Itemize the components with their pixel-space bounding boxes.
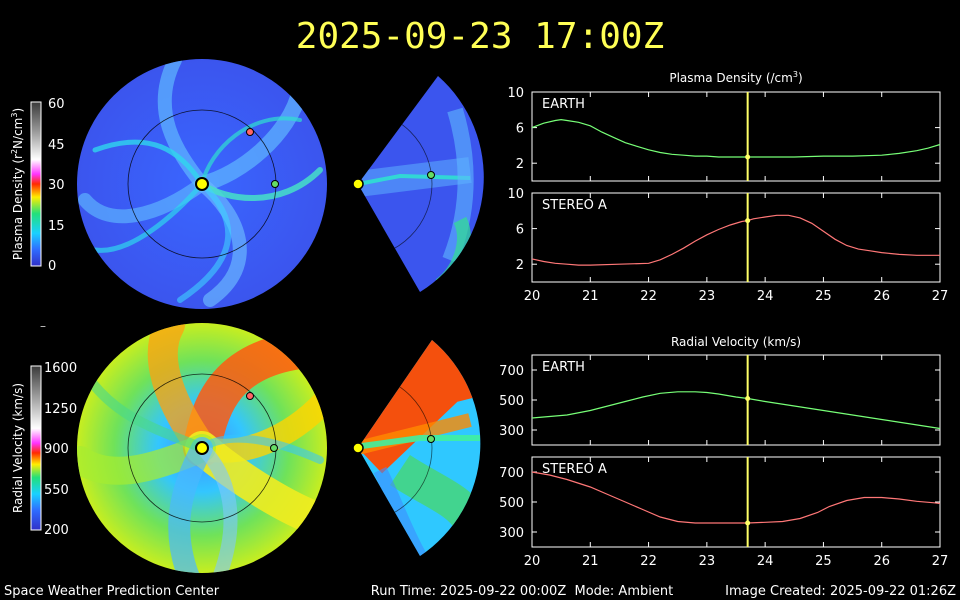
density-tick-30: 30: [48, 178, 65, 193]
current-value-dot: [745, 396, 751, 401]
x-tick-label: 24: [757, 554, 774, 569]
plot-frame: [531, 192, 941, 283]
x-tick-label: 21: [582, 289, 599, 304]
x-tick-label: 27: [932, 554, 949, 569]
x-tick-label: 26: [873, 289, 890, 304]
plot-panel-2: 300 500 700 EARTH: [499, 354, 941, 446]
sun-marker: [195, 177, 209, 191]
x-tick-label: 20: [524, 289, 541, 304]
sun-marker-velocity: [195, 441, 209, 455]
x-tick-label: 22: [640, 554, 657, 569]
earth-marker: [271, 180, 279, 188]
stereo-a-marker-velocity: [246, 392, 254, 400]
velocity-tick-200: 200: [44, 523, 69, 538]
x-tick-label: 21: [582, 554, 599, 569]
sun-marker-meridional-velocity: [352, 442, 364, 454]
y-tick-label: 700: [499, 364, 524, 379]
sun-marker-meridional: [352, 178, 364, 190]
earth-marker-meridional: [427, 171, 435, 179]
meridional-orbit-ring: [358, 109, 433, 259]
panel-label: STEREO A: [542, 198, 607, 213]
y-tick-label: 2: [516, 157, 524, 172]
velocity-colorbar-label: Radial Velocity (km/s): [11, 383, 25, 513]
y-tick-label: 6: [516, 223, 524, 238]
y-tick-label: 500: [499, 496, 524, 511]
meridional-orbit-ring-velocity: [358, 373, 433, 523]
x-tick-label: 23: [699, 289, 716, 304]
density-colorbar-label: Plasma Density (r2N/cm3): [10, 108, 25, 260]
x-tick-label: 26: [873, 554, 890, 569]
x-tick-label: 24: [757, 289, 774, 304]
current-value-dot: [745, 154, 751, 160]
density-plot-title: Plasma Density (/cm3): [669, 70, 802, 85]
model-timestamp: 2025-09-23 17:00Z: [296, 16, 664, 57]
density-tick-45: 45: [48, 138, 65, 153]
density-colorbar-scale: [30, 101, 42, 267]
series-line: [531, 471, 941, 524]
velocity-tick-1250: 1250: [44, 402, 77, 417]
y-tick-label: 10: [507, 187, 524, 202]
x-tick-label: 23: [699, 554, 716, 569]
density-tick-60: 60: [48, 97, 65, 112]
velocity-tick-1600: 1600: [44, 361, 77, 376]
series-line: [531, 118, 941, 158]
density-ecliptic-map: [77, 59, 327, 309]
y-tick-label: 10: [507, 86, 524, 101]
plot-frame: [531, 354, 941, 446]
y-tick-label: 500: [499, 394, 524, 409]
current-value-dot: [745, 218, 751, 224]
velocity-colorbar-scale: [30, 365, 42, 531]
y-tick-label: 6: [516, 122, 524, 137]
y-tick-label: 300: [499, 526, 524, 541]
footer-run-info: Run Time: 2025-09-22 00:00Z Mode: Ambien…: [371, 584, 673, 599]
x-tick-label: 25: [815, 289, 832, 304]
velocity-tick-550: 550: [44, 483, 69, 498]
density-meridional-map: [352, 76, 484, 292]
current-value-dot: [745, 520, 751, 526]
panel-label: EARTH: [542, 360, 585, 375]
density-colorbar: Plasma Density (r2N/cm3) 60 45 30 15 0: [10, 97, 65, 274]
stereo-a-marker: [246, 128, 254, 136]
panel-separator-dash: –: [40, 319, 46, 333]
x-tick-label: 20: [524, 554, 541, 569]
density-tick-0: 0: [48, 259, 56, 274]
velocity-ecliptic-map: [77, 323, 327, 573]
series-line: [531, 391, 941, 430]
earth-marker-meridional-velocity: [427, 435, 435, 443]
series-line: [531, 214, 940, 266]
footer-agency: Space Weather Prediction Center: [4, 584, 220, 599]
earth-marker-velocity: [270, 444, 278, 452]
velocity-tick-900: 900: [44, 442, 69, 457]
density-tick-15: 15: [48, 219, 65, 234]
y-tick-label: 300: [499, 424, 524, 439]
velocity-colorbar: Radial Velocity (km/s) 1600 1250 900 550…: [11, 361, 77, 538]
x-tick-label: 22: [640, 289, 657, 304]
x-tick-label: 25: [815, 554, 832, 569]
y-tick-label: 700: [499, 466, 524, 481]
plot-frame: [531, 91, 941, 182]
footer-image-created: Image Created: 2025-09-22 01:26Z: [725, 584, 956, 599]
panel-label: EARTH: [542, 97, 585, 112]
plot-panel-0: 2 6 10 EARTH: [507, 86, 941, 182]
y-tick-label: 2: [516, 258, 524, 273]
plot-panel-3: 300 500 700 20 21 22 23 24 25 26 27 STEREO A: [499, 456, 949, 569]
panel-label: STEREO A: [542, 462, 607, 477]
x-tick-label: 27: [932, 289, 949, 304]
velocity-plot-title: Radial Velocity (km/s): [671, 335, 801, 349]
